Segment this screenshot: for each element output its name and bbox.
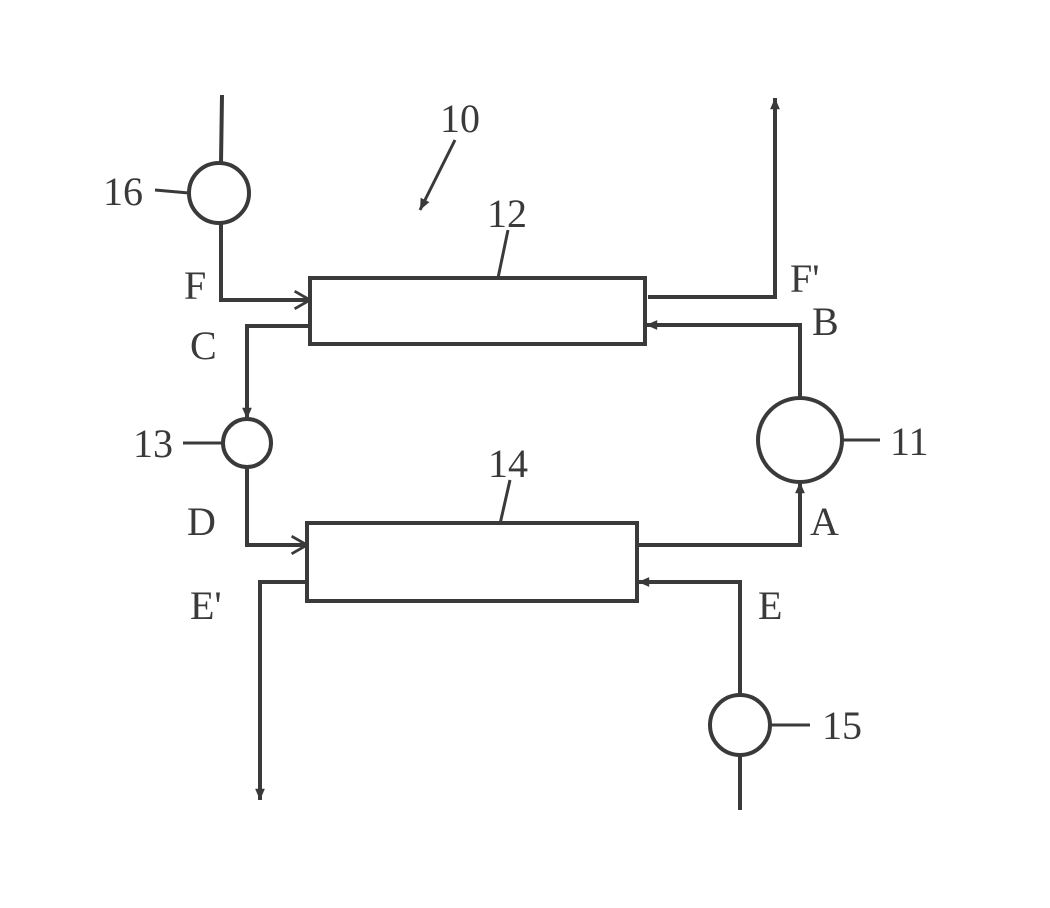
label-B: B [812, 298, 839, 345]
label-A: A [810, 498, 839, 545]
label-n11: 11 [890, 418, 929, 465]
label-Fp: F' [790, 255, 819, 302]
label-n15: 15 [822, 702, 862, 749]
label-Ep: E' [190, 582, 222, 629]
label-E: E [758, 582, 782, 629]
label-C: C [190, 322, 217, 369]
label-n14: 14 [488, 440, 528, 487]
label-n10: 10 [440, 95, 480, 142]
labels-layer: 10 11 12 13 14 15 16 A B C D E E' F F' [0, 0, 1050, 908]
label-n13: 13 [133, 420, 173, 467]
label-n16: 16 [103, 168, 143, 215]
label-F: F [184, 262, 206, 309]
label-D: D [187, 498, 216, 545]
label-n12: 12 [487, 190, 527, 237]
